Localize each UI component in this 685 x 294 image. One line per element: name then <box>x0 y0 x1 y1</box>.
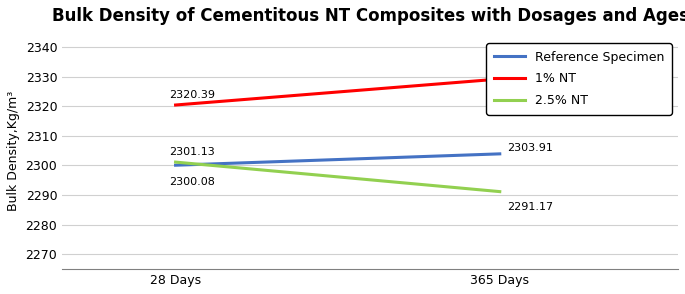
1% NT <box>496 77 504 81</box>
1% NT <box>171 103 179 107</box>
Reference Specimen <box>171 163 179 167</box>
Y-axis label: Bulk Density,Kg/m³: Bulk Density,Kg/m³ <box>7 91 20 211</box>
2.5% NT <box>171 160 179 164</box>
Legend: Reference Specimen, 1% NT, 2.5% NT: Reference Specimen, 1% NT, 2.5% NT <box>486 43 672 115</box>
Text: 2329.16: 2329.16 <box>507 64 553 74</box>
Line: Reference Specimen: Reference Specimen <box>175 154 500 165</box>
Text: 2300.08: 2300.08 <box>169 177 214 187</box>
Title: Bulk Density of Cementitous NT Composites with Dosages and Ages: Bulk Density of Cementitous NT Composite… <box>51 7 685 25</box>
Text: 2303.91: 2303.91 <box>507 143 553 153</box>
2.5% NT <box>496 190 504 193</box>
Reference Specimen <box>496 152 504 156</box>
Text: 2301.13: 2301.13 <box>169 147 214 157</box>
Line: 1% NT: 1% NT <box>175 79 500 105</box>
Text: 2291.17: 2291.17 <box>507 202 553 212</box>
Text: 2320.39: 2320.39 <box>169 90 214 100</box>
Line: 2.5% NT: 2.5% NT <box>175 162 500 192</box>
